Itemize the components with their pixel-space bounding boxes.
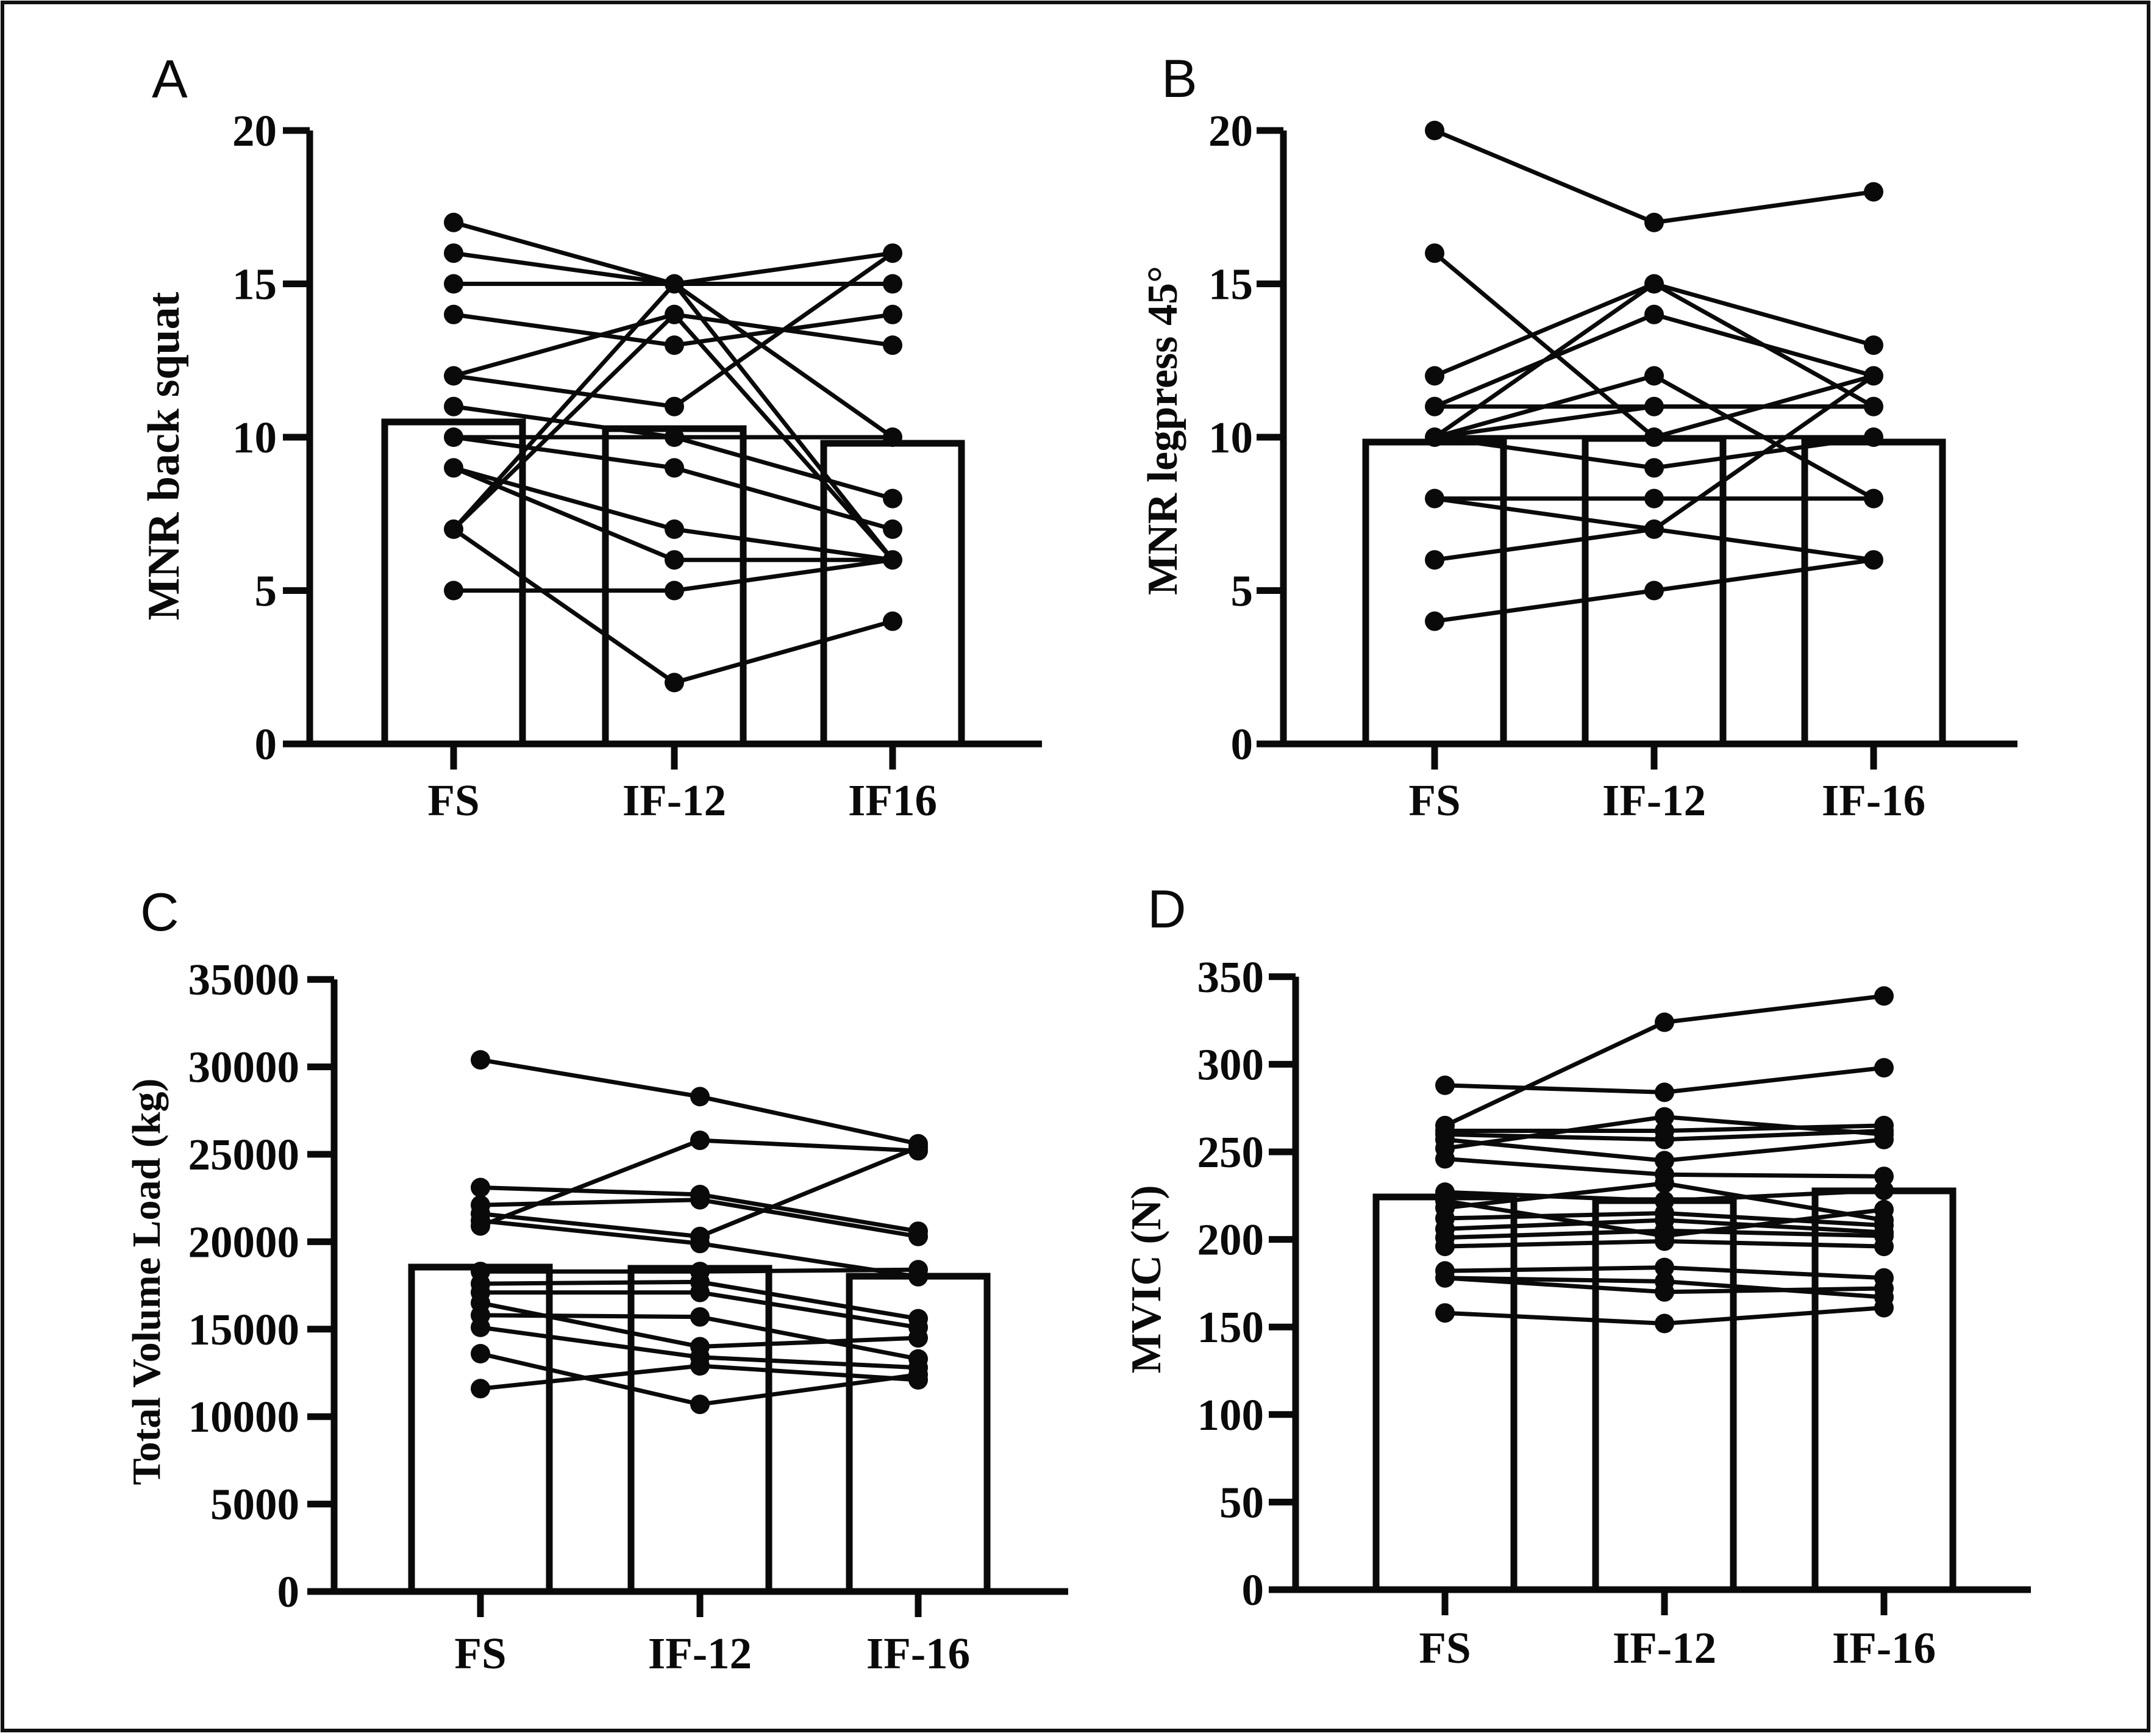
svg-text:D: D — [1147, 879, 1186, 939]
svg-text:10: 10 — [232, 413, 277, 462]
svg-text:B: B — [1161, 48, 1197, 109]
svg-text:250: 250 — [1197, 1127, 1265, 1177]
svg-text:IF-16: IF-16 — [1822, 776, 1925, 825]
svg-text:MNR legpress 45°: MNR legpress 45° — [1140, 266, 1186, 595]
svg-text:FS: FS — [427, 776, 479, 825]
svg-text:200: 200 — [1197, 1215, 1265, 1265]
svg-text:350: 350 — [1197, 952, 1265, 1002]
svg-text:C: C — [140, 882, 179, 942]
svg-text:IF-16: IF-16 — [1832, 1623, 1936, 1673]
svg-text:0: 0 — [1242, 1565, 1265, 1615]
svg-text:20000: 20000 — [188, 1217, 300, 1266]
svg-text:10000: 10000 — [188, 1392, 300, 1441]
svg-text:15000: 15000 — [188, 1305, 300, 1354]
svg-text:150: 150 — [1197, 1302, 1265, 1352]
svg-text:25000: 25000 — [188, 1130, 300, 1179]
svg-text:MVIC (N): MVIC (N) — [1123, 1185, 1170, 1373]
svg-text:50: 50 — [1219, 1477, 1264, 1527]
svg-text:0: 0 — [277, 1567, 300, 1616]
svg-text:5: 5 — [1231, 566, 1254, 616]
svg-text:IF-16: IF-16 — [866, 1629, 970, 1678]
svg-text:MNR back squat: MNR back squat — [139, 291, 189, 620]
svg-text:FS: FS — [1408, 776, 1460, 825]
svg-text:IF-12: IF-12 — [622, 776, 726, 825]
svg-text:20: 20 — [1208, 106, 1253, 155]
svg-text:35000: 35000 — [188, 955, 300, 1004]
svg-text:IF-12: IF-12 — [1602, 776, 1706, 825]
svg-text:FS: FS — [454, 1629, 506, 1678]
svg-text:0: 0 — [1231, 720, 1254, 769]
svg-text:100: 100 — [1197, 1390, 1265, 1440]
svg-text:IF-12: IF-12 — [1613, 1623, 1716, 1673]
svg-text:300: 300 — [1197, 1040, 1265, 1089]
svg-text:0: 0 — [255, 720, 277, 769]
svg-text:10: 10 — [1208, 413, 1253, 462]
svg-text:A: A — [152, 49, 188, 109]
svg-text:15: 15 — [1208, 260, 1253, 309]
svg-text:FS: FS — [1419, 1623, 1471, 1673]
svg-text:15: 15 — [232, 260, 277, 309]
svg-text:5000: 5000 — [210, 1480, 299, 1529]
svg-text:5: 5 — [255, 566, 277, 616]
svg-text:Total Volume Load (kg): Total Volume Load (kg) — [124, 1079, 169, 1485]
svg-text:20: 20 — [232, 106, 277, 155]
svg-text:30000: 30000 — [188, 1043, 300, 1092]
svg-text:IF-12: IF-12 — [648, 1629, 752, 1678]
svg-text:IF16: IF16 — [848, 776, 937, 825]
